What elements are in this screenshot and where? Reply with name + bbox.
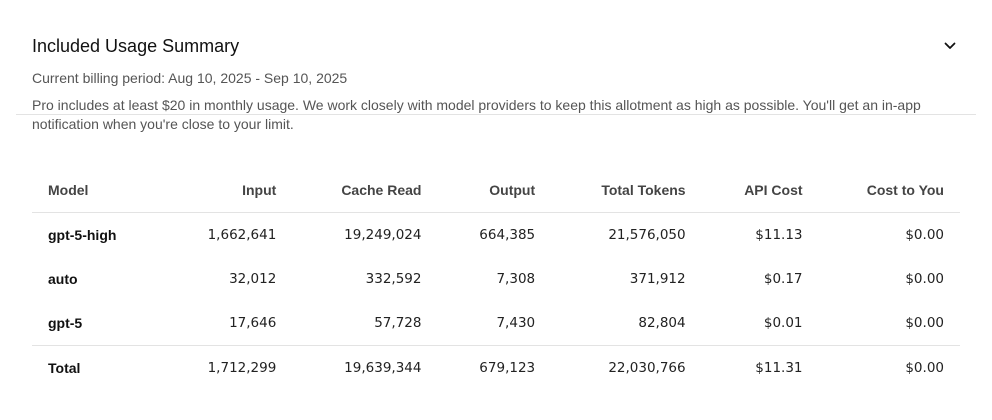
chevron-down-icon[interactable] bbox=[942, 38, 958, 54]
col-header-input: Input bbox=[161, 168, 293, 213]
cell-output: 664,385 bbox=[479, 227, 536, 243]
cell-cost-to-you: $0.00 bbox=[905, 315, 944, 331]
col-header-cost-to-you: Cost to You bbox=[818, 168, 960, 213]
total-api-cost: $11.31 bbox=[701, 345, 819, 390]
cell-input: 32,012 bbox=[229, 271, 277, 287]
billing-period: Current billing period: Aug 10, 2025 - S… bbox=[32, 70, 348, 86]
total-tokens: 22,030,766 bbox=[551, 345, 702, 390]
cell-cost-to-you: $0.00 bbox=[905, 271, 944, 287]
cell-output: 7,308 bbox=[496, 271, 536, 287]
total-label: Total bbox=[32, 345, 162, 390]
table-total-row: Total 1,712,299 19,639,344 679,123 22,03… bbox=[32, 345, 960, 390]
total-cache-read: 19,639,344 bbox=[292, 345, 438, 390]
total-cost-to-you: $0.00 bbox=[818, 345, 960, 390]
col-header-total-tokens: Total Tokens bbox=[551, 168, 702, 213]
total-output: 679,123 bbox=[437, 345, 552, 390]
cell-total-tokens: 82,804 bbox=[638, 315, 686, 331]
cell-model: gpt-5 bbox=[48, 315, 83, 331]
cell-total-tokens: 21,576,050 bbox=[608, 227, 686, 243]
cell-output: 7,430 bbox=[496, 315, 536, 331]
col-header-api-cost: API Cost bbox=[701, 168, 819, 213]
col-header-model: Model bbox=[32, 168, 162, 213]
summary-title: Included Usage Summary bbox=[32, 36, 240, 56]
col-header-cache-read: Cache Read bbox=[292, 168, 438, 213]
table-row: gpt-5 17,646 57,728 7,430 82,804 $0.01 $… bbox=[32, 301, 960, 346]
usage-table: Model Input Cache Read Output Total Toke… bbox=[32, 168, 960, 390]
summary-header[interactable]: Included Usage Summary Current billing p… bbox=[16, 0, 976, 132]
total-input: 1,712,299 bbox=[161, 345, 293, 390]
cell-api-cost: $0.01 bbox=[763, 315, 803, 331]
usage-summary-card: Included Usage Summary Current billing p… bbox=[16, 0, 976, 420]
cell-model: auto bbox=[48, 271, 78, 287]
usage-description: Pro includes at least $20 in monthly usa… bbox=[32, 97, 921, 132]
cell-cache-read: 19,249,024 bbox=[344, 227, 422, 243]
cell-total-tokens: 371,912 bbox=[629, 271, 686, 287]
cell-cache-read: 57,728 bbox=[374, 315, 422, 331]
cell-cost-to-you: $0.00 bbox=[905, 227, 944, 243]
table-header-row: Model Input Cache Read Output Total Toke… bbox=[32, 168, 960, 213]
cell-api-cost: $11.13 bbox=[755, 227, 803, 243]
col-header-output: Output bbox=[437, 168, 552, 213]
table-row: gpt-5-high 1,662,641 19,249,024 664,385 … bbox=[32, 213, 960, 258]
cell-input: 17,646 bbox=[229, 315, 277, 331]
cell-input: 1,662,641 bbox=[207, 227, 277, 243]
cell-cache-read: 332,592 bbox=[365, 271, 422, 287]
cell-model: gpt-5-high bbox=[48, 227, 117, 243]
table-row: auto 32,012 332,592 7,308 371,912 $0.17 … bbox=[32, 257, 960, 301]
cell-api-cost: $0.17 bbox=[763, 271, 803, 287]
